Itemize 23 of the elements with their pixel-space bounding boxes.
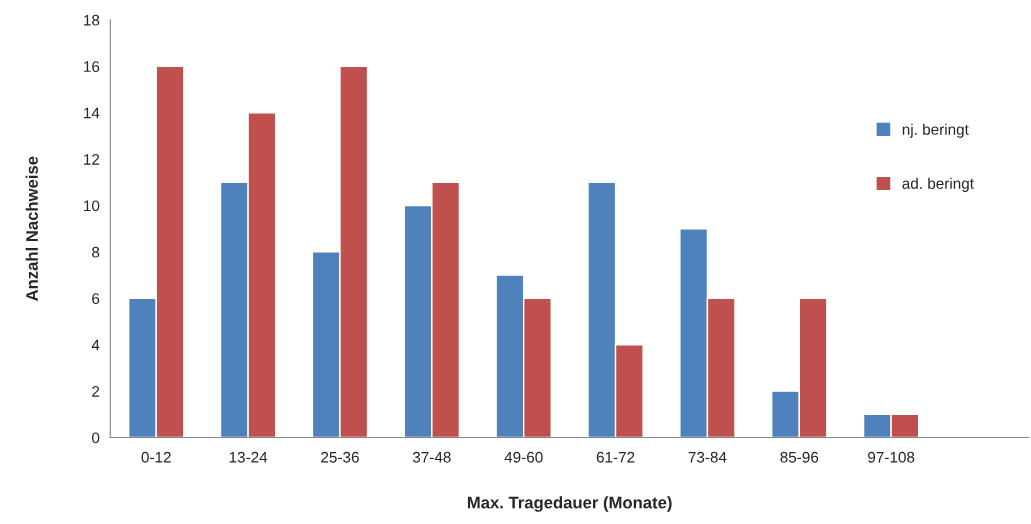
x-tick-label: 13-24 — [229, 451, 268, 463]
x-tick-label: 97-108 — [868, 451, 915, 463]
x-tick-label: 61-72 — [596, 451, 635, 463]
y-tick-label: 18 — [84, 14, 100, 26]
y-tick-label: 12 — [84, 153, 100, 165]
x-tick-label: 73-84 — [688, 451, 727, 463]
y-tick-label: 6 — [92, 293, 100, 305]
legend-label: ad. beringt — [902, 177, 974, 192]
y-tick-label: 16 — [84, 61, 100, 72]
y-tick-label: 14 — [84, 107, 100, 119]
x-tick-label: 0-12 — [141, 451, 171, 463]
legend-label: nj. beringt — [902, 123, 969, 138]
y-tick-label: 4 — [91, 339, 100, 351]
y-tick-label: 0 — [92, 432, 100, 444]
y-tick-label: 8 — [92, 246, 100, 258]
x-tick-label: 49-60 — [504, 451, 543, 463]
y-axis-title: Anzahl Nachweise — [25, 156, 38, 302]
x-tick-label: 37-48 — [412, 451, 451, 463]
x-tick-label: 85-96 — [780, 451, 819, 463]
x-axis-title: Max. Tragedauer (Monate) — [467, 496, 672, 512]
y-tick-label: 2 — [92, 386, 100, 397]
x-tick-label: 25-36 — [321, 451, 359, 463]
y-tick-label: 10 — [84, 200, 100, 212]
